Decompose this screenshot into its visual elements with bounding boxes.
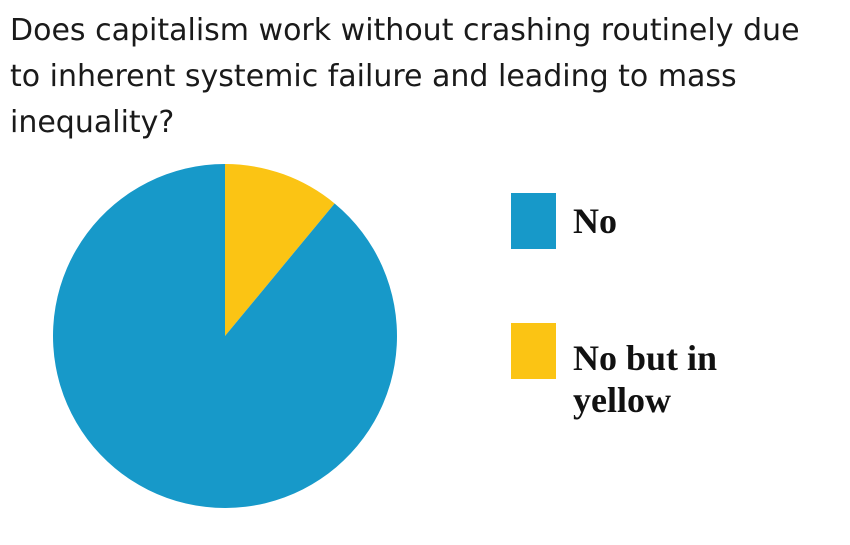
legend-item-no: No <box>511 193 773 249</box>
legend-label-no-but-in-yellow: No but in yellow <box>573 338 718 420</box>
legend-swatch-no <box>511 193 556 249</box>
pie-slice-no <box>52 164 397 508</box>
legend-label-no: No <box>573 201 617 241</box>
legend-swatch-no-but-in-yellow <box>511 323 556 379</box>
pie-slice-no-but-in-yellow <box>225 164 335 336</box>
chart-title: Does capitalism work without crashing ro… <box>10 13 800 140</box>
legend-item-no-but-in-yellow: No but in yellow <box>511 323 773 421</box>
